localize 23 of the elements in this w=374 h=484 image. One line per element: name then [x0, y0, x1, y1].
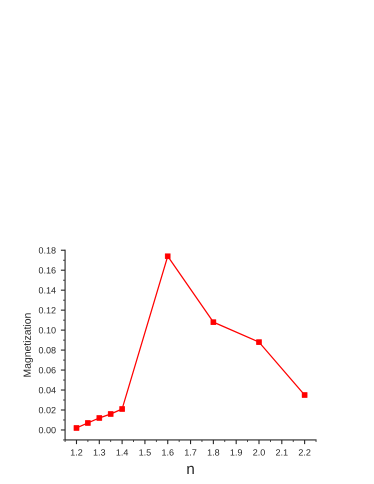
x-tick-label: 1.2	[70, 449, 82, 456]
x-tick-label: 1.5	[139, 449, 151, 456]
x-tick-label: 1.9	[230, 449, 242, 456]
x-tick-label: 2.0	[253, 449, 265, 456]
x-tick-label: 1.4	[116, 449, 128, 456]
y-axis-title: Magnetization	[23, 313, 33, 377]
y-tick-label: 0.14	[38, 287, 56, 294]
y-tick-label: 0.08	[38, 347, 56, 354]
y-tick-label: 0.10	[38, 327, 56, 334]
y-tick-label: 0.18	[38, 247, 56, 254]
y-tick-label: 0.02	[38, 406, 56, 414]
y-tick-label: 0.00	[38, 426, 56, 434]
x-tick-label: 1.8	[208, 449, 220, 456]
y-tick-label: 0.16	[38, 267, 56, 274]
x-tick-label: 2.1	[276, 449, 288, 456]
x-tick-label: 1.3	[94, 449, 106, 456]
y-tick-label: 0.06	[38, 367, 56, 374]
y-tick-label: 0.04	[38, 386, 56, 394]
x-axis-title: n	[187, 466, 194, 474]
x-tick-label: 2.2	[298, 449, 310, 456]
x-tick-label: 1.7	[184, 449, 196, 456]
x-tick-label: 1.6	[162, 449, 174, 456]
y-tick-label: 0.12	[38, 307, 56, 314]
